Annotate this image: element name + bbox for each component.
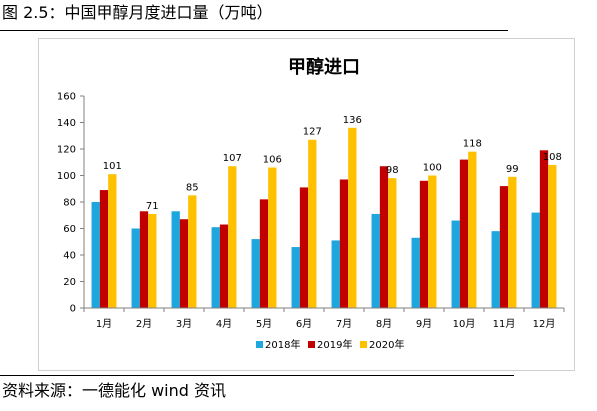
bar: [491, 231, 500, 308]
bar: [331, 240, 340, 308]
bar: [499, 186, 509, 308]
x-tick-label: 2月: [136, 318, 152, 330]
chart-title: 甲醇进口: [288, 56, 360, 78]
bar: [211, 227, 220, 308]
bar: [348, 127, 357, 308]
bar: [531, 212, 540, 308]
y-tick-label: 100: [57, 171, 76, 182]
bar: [188, 195, 197, 308]
bottom-rule: [0, 375, 514, 376]
data-label: 108: [543, 152, 562, 163]
legend-label: 2020年: [369, 338, 404, 351]
y-tick-label: 60: [63, 224, 76, 235]
x-tick-label: 9月: [416, 318, 432, 330]
data-label: 136: [343, 115, 362, 126]
bar: [228, 166, 237, 308]
bar: [219, 224, 229, 308]
data-label: 98: [386, 165, 399, 176]
bar: [388, 178, 397, 308]
data-label: 71: [146, 201, 159, 212]
x-tick-label: 8月: [376, 318, 392, 330]
y-tick-label: 20: [63, 277, 76, 288]
x-tick-label: 1月: [96, 318, 112, 330]
legend-label: 2019年: [317, 338, 352, 351]
legend-swatch: [256, 341, 263, 348]
figure-caption: 图 2.5：中国甲醇月度进口量（万吨）: [2, 3, 273, 22]
data-label: 106: [263, 155, 282, 166]
bar: [308, 139, 317, 308]
bar: [508, 176, 517, 308]
data-label: 99: [506, 164, 519, 175]
data-label: 101: [103, 161, 122, 172]
bar: [251, 239, 260, 308]
y-tick-label: 40: [63, 251, 76, 262]
legend-label: 2018年: [265, 338, 300, 351]
bar: [259, 199, 269, 308]
bar: [419, 180, 429, 308]
legend-swatch: [360, 341, 367, 348]
data-label: 127: [303, 127, 322, 138]
bar: [299, 187, 309, 308]
y-tick-label: 160: [57, 92, 76, 103]
data-label: 100: [423, 163, 442, 174]
bar: [379, 166, 389, 308]
data-label: 118: [463, 139, 482, 150]
top-rule: [0, 30, 508, 31]
bar: [108, 174, 117, 308]
bar: [99, 190, 109, 308]
x-tick-label: 6月: [296, 318, 312, 330]
data-label: 85: [186, 182, 199, 193]
bar: [268, 167, 277, 308]
x-tick-label: 7月: [336, 318, 352, 330]
x-tick-label: 10月: [453, 318, 476, 330]
bar: [131, 228, 140, 308]
y-tick-label: 80: [63, 198, 76, 209]
data-label: 107: [223, 153, 242, 164]
bar: [339, 179, 349, 308]
y-tick-label: 0: [70, 304, 76, 315]
bar: [291, 247, 300, 308]
y-tick-label: 120: [57, 145, 76, 156]
x-tick-label: 12月: [533, 318, 556, 330]
bar: [91, 202, 100, 308]
bar: [139, 211, 149, 308]
source-note: 资料来源：一德能化 wind 资讯: [2, 381, 227, 400]
bar: [371, 213, 380, 308]
bar: [179, 219, 189, 308]
x-tick-label: 5月: [256, 318, 272, 330]
bar: [148, 213, 157, 308]
bar: [411, 237, 420, 308]
bar: [459, 159, 469, 308]
legend-swatch: [308, 341, 315, 348]
x-tick-label: 3月: [176, 318, 192, 330]
bar: [468, 151, 477, 308]
x-tick-label: 11月: [493, 318, 516, 330]
bar: [539, 150, 549, 308]
bar: [428, 175, 437, 308]
x-tick-label: 4月: [216, 318, 232, 330]
bar: [548, 164, 557, 308]
bar: [171, 211, 180, 308]
bar: [451, 220, 460, 308]
y-tick-label: 140: [57, 118, 76, 129]
